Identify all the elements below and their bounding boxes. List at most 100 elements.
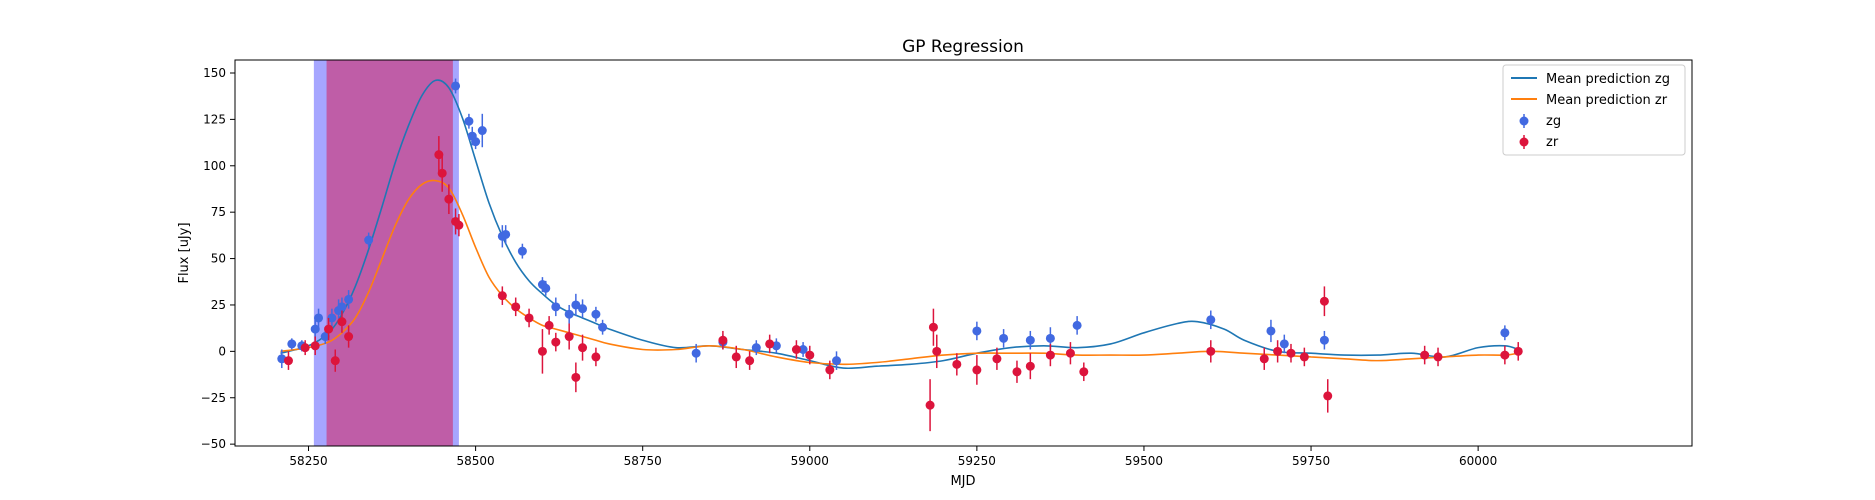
point-zr	[564, 332, 574, 342]
point-zr	[1433, 352, 1443, 362]
x-tick-label: 59750	[1292, 454, 1330, 468]
point-zg	[598, 322, 608, 332]
point-zr	[330, 356, 340, 366]
legend-label-zr-line: Mean prediction zr	[1546, 93, 1668, 108]
x-tick-label: 58250	[289, 454, 327, 468]
point-zr	[544, 320, 554, 330]
point-zr	[1513, 346, 1523, 356]
point-zg	[464, 116, 474, 126]
point-zr	[551, 337, 561, 347]
legend-frame	[1502, 64, 1686, 156]
point-zr	[745, 356, 755, 366]
point-zg	[578, 304, 588, 314]
point-zr	[1286, 348, 1296, 358]
x-tick-label: 59500	[1125, 454, 1163, 468]
point-zg	[1279, 339, 1289, 349]
point-zr	[1065, 348, 1075, 358]
point-zg	[310, 324, 320, 334]
point-zr	[497, 291, 507, 301]
point-zr	[1206, 346, 1216, 356]
point-zr	[344, 332, 354, 342]
point-zr	[444, 194, 454, 204]
series-zr	[283, 136, 1523, 432]
point-zg	[551, 302, 561, 312]
legend: Mean prediction zg Mean prediction zr zg…	[1502, 64, 1686, 156]
y-tick-label: 100	[203, 159, 226, 173]
point-zr	[300, 343, 310, 353]
x-tick-label: 59250	[958, 454, 996, 468]
point-zr	[437, 168, 447, 178]
point-zr	[571, 372, 581, 382]
point-zg	[541, 283, 551, 293]
point-zr	[825, 365, 835, 375]
x-tick-label: 58750	[624, 454, 662, 468]
point-zg	[1500, 328, 1510, 338]
point-zg	[471, 137, 481, 147]
point-zg	[591, 309, 601, 319]
point-zr	[454, 220, 464, 230]
y-tick-label: −50	[201, 437, 226, 451]
point-zg	[1025, 335, 1035, 345]
point-zg	[999, 333, 1009, 343]
point-zg	[1266, 326, 1276, 336]
x-tick-label: 59000	[791, 454, 829, 468]
plot-frame	[234, 59, 1693, 447]
point-zg	[798, 345, 808, 354]
point-zg	[972, 326, 982, 336]
x-tick-label: 60000	[1459, 454, 1497, 468]
point-zg	[691, 348, 701, 358]
point-zg	[751, 343, 761, 353]
highlight-regions	[313, 60, 459, 446]
chart-title: GP Regression	[902, 37, 1024, 57]
y-axis-label: Flux [uJy]	[177, 222, 192, 283]
point-zg	[320, 332, 330, 342]
point-zr	[511, 302, 521, 312]
legend-label-zg-points: zg	[1546, 114, 1561, 129]
point-zg	[314, 313, 324, 323]
prediction-lines	[280, 79, 1519, 370]
legend-swatch-zg-points	[1519, 114, 1529, 128]
point-zg	[1072, 320, 1082, 330]
point-zr	[310, 341, 320, 351]
y-tick-label: 0	[218, 344, 226, 358]
point-zr	[1420, 350, 1430, 360]
point-zr	[791, 345, 801, 354]
point-zr	[1500, 350, 1510, 360]
legend-label-zg-line: Mean prediction zg	[1546, 72, 1670, 87]
y-axis-ticks: −50 −25 0 25 50 75 100 125 150	[201, 66, 235, 451]
point-zg	[501, 229, 511, 239]
point-zg	[517, 246, 527, 256]
point-zr	[578, 343, 588, 353]
point-zg	[571, 300, 581, 310]
point-zg	[327, 313, 337, 323]
line-mean-prediction-zr	[280, 179, 1519, 366]
point-zr	[992, 354, 1002, 364]
point-zg	[1206, 315, 1216, 325]
point-zg	[1045, 333, 1055, 343]
point-zr	[324, 324, 334, 334]
point-zr	[1079, 367, 1089, 377]
point-zg	[287, 339, 297, 349]
point-zr	[1273, 346, 1283, 356]
point-zr	[1045, 350, 1055, 360]
point-zr	[765, 339, 775, 349]
x-axis-label: MJD	[950, 474, 975, 489]
point-zr	[731, 352, 741, 362]
point-zg	[564, 309, 574, 319]
series-zg	[277, 78, 1510, 370]
point-zg	[364, 235, 374, 245]
point-zr	[283, 356, 293, 366]
y-tick-label: 150	[203, 66, 226, 80]
point-zg	[451, 81, 461, 91]
point-zg	[1319, 335, 1329, 345]
point-zr	[434, 150, 444, 160]
y-tick-label: 125	[203, 112, 226, 126]
y-tick-label: −25	[201, 391, 226, 405]
point-zr	[928, 322, 938, 332]
point-zg	[832, 356, 842, 366]
y-tick-label: 25	[211, 298, 226, 312]
point-zr	[925, 400, 935, 410]
y-tick-label: 50	[211, 252, 226, 266]
legend-label-zr-points: zr	[1546, 135, 1559, 150]
observation-points	[277, 78, 1523, 432]
